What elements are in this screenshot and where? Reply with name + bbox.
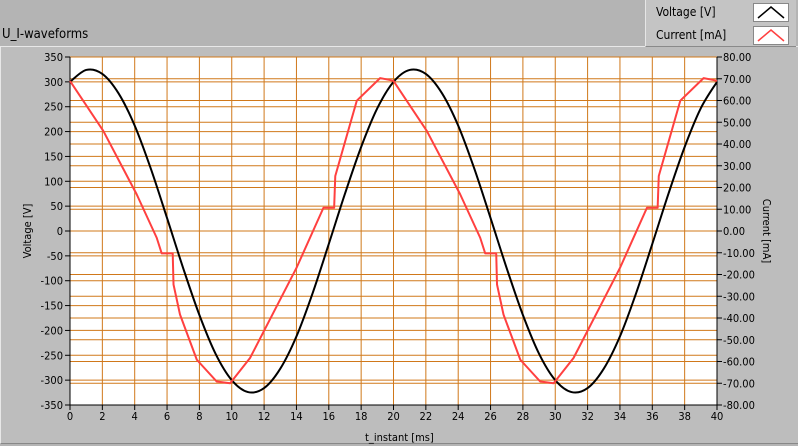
y-left-tick-label: -50 (47, 250, 63, 263)
y-left-tick-label: -100 (41, 275, 63, 288)
y-right-tick-label: -50.00 (723, 334, 755, 347)
y-right-tick-label: -60.00 (723, 356, 755, 369)
legend-voltage-swatch[interactable] (753, 3, 789, 22)
y-right-tick-label: -30.00 (723, 290, 755, 303)
y-right-tick-label: 80.00 (723, 51, 751, 64)
y-right-axis-label: Current [mA] (760, 199, 773, 264)
x-tick-label: 4 (132, 410, 138, 423)
x-tick-label: 34 (614, 410, 627, 423)
y-left-tick-label: -300 (41, 374, 63, 387)
current-line (69, 77, 718, 385)
grid (69, 56, 718, 406)
y-right-tick-label: 70.00 (723, 73, 751, 86)
legend-current-swatch[interactable] (753, 26, 789, 45)
y-left-tick-label: 200 (44, 126, 63, 139)
axes: 0 2 4 6 8 10 12 14 16 18 20 22 24 26 28 30 32 34 36 38 40350… (41, 51, 755, 423)
chart-title: U_I-waveforms (2, 27, 89, 42)
x-tick-label: 18 (355, 410, 368, 423)
y-right-tick-label: 20.00 (723, 182, 751, 195)
y-right-tick-label: -20.00 (723, 269, 755, 282)
x-tick-label: 40 (711, 410, 724, 423)
x-tick-label: 38 (678, 410, 691, 423)
y-right-tick-label: 60.00 (723, 95, 751, 108)
y-right-tick-label: 40.00 (723, 138, 751, 151)
x-tick-label: 22 (420, 410, 433, 423)
y-left-tick-label: -350 (41, 399, 63, 412)
x-tick-label: 6 (164, 410, 170, 423)
x-tick-label: 10 (225, 410, 238, 423)
x-tick-label: 28 (517, 410, 530, 423)
x-tick-label: 36 (646, 410, 659, 423)
y-left-tick-label: 0 (57, 225, 63, 238)
y-right-tick-label: 10.00 (723, 203, 751, 216)
x-tick-label: 12 (258, 410, 271, 423)
x-tick-label: 32 (581, 410, 594, 423)
y-left-tick-label: 300 (44, 76, 63, 89)
y-left-tick-label: -250 (41, 349, 63, 362)
legend-current-label: Current [mA] (656, 28, 727, 42)
x-tick-label: 30 (549, 410, 562, 423)
y-left-tick-label: 350 (44, 51, 63, 64)
y-left-tick-label: -150 (41, 300, 63, 313)
x-tick-label: 2 (99, 410, 105, 423)
y-right-tick-label: 30.00 (723, 160, 751, 173)
y-right-tick-label: -40.00 (723, 312, 755, 325)
legend-voltage-label: Voltage [V] (656, 5, 716, 19)
x-tick-label: 0 (67, 410, 73, 423)
series-lines (69, 68, 718, 394)
x-tick-label: 20 (387, 410, 400, 423)
y-left-tick-label: 150 (44, 150, 63, 163)
y-left-tick-label: 250 (44, 101, 63, 114)
x-axis-label: t_instant [ms] (365, 431, 434, 444)
y-right-tick-label: 50.00 (723, 116, 751, 129)
y-right-tick-label: -70.00 (723, 377, 755, 390)
y-left-axis-label: Voltage [V] (21, 204, 34, 259)
x-tick-label: 8 (196, 410, 202, 423)
legend[interactable]: Voltage [V] Current [mA] (645, 0, 796, 47)
x-tick-label: 16 (323, 410, 336, 423)
y-right-tick-label: 0.00 (723, 225, 745, 238)
y-left-tick-label: 100 (44, 175, 63, 188)
x-tick-label: 26 (484, 410, 497, 423)
y-right-tick-label: -80.00 (723, 399, 755, 412)
y-left-tick-label: 50 (50, 200, 63, 213)
y-left-tick-label: -200 (41, 324, 63, 337)
x-tick-label: 14 (290, 410, 303, 423)
y-right-tick-label: -10.00 (723, 247, 755, 260)
x-tick-label: 24 (452, 410, 465, 423)
